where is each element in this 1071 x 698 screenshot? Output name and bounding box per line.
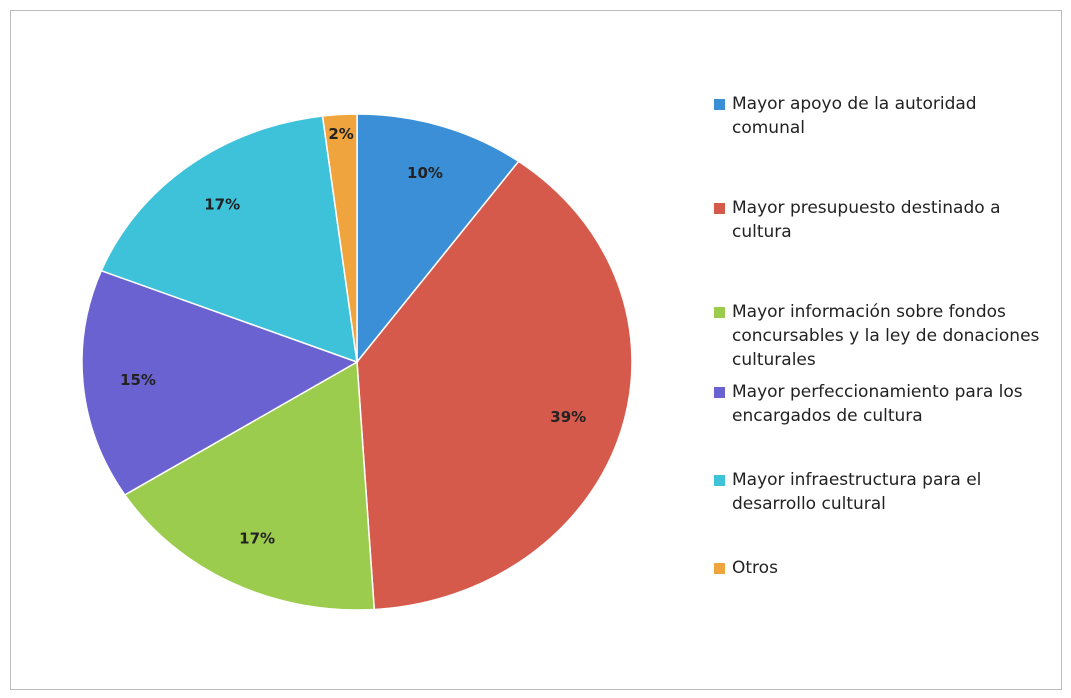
legend-label: Mayor infraestructura para el desarrollo… xyxy=(732,470,982,514)
legend-label: Mayor información sobre fondos concursab… xyxy=(732,302,1040,370)
data-label: 2% xyxy=(328,125,353,143)
legend-item: Mayor perfeccionamiento para los encarga… xyxy=(712,380,1042,428)
legend-swatch xyxy=(714,203,725,214)
pie-slice xyxy=(321,113,358,363)
legend: Mayor apoyo de la autoridad comunal Mayor… xyxy=(712,92,1042,580)
legend-swatch xyxy=(714,387,725,398)
data-label: 17% xyxy=(239,529,275,547)
legend-item: Mayor información sobre fondos concursab… xyxy=(712,300,1042,372)
pie-slice xyxy=(356,160,633,611)
data-label: 15% xyxy=(120,371,156,389)
pie-slice xyxy=(100,115,358,364)
legend-label: Mayor presupuesto destinado a cultura xyxy=(732,198,1001,242)
chart-frame xyxy=(10,10,1062,690)
data-label: 17% xyxy=(204,196,240,214)
legend-label: Otros xyxy=(732,558,778,578)
legend-swatch xyxy=(714,307,725,318)
legend-label: Mayor perfeccionamiento para los encarga… xyxy=(732,382,1023,426)
legend-swatch xyxy=(714,475,725,486)
legend-item: Otros xyxy=(712,556,1042,580)
pie-slice xyxy=(123,360,376,611)
legend-item: Mayor apoyo de la autoridad comunal xyxy=(712,92,1042,140)
legend-item: Mayor presupuesto destinado a cultura xyxy=(712,196,1042,244)
pie-slice xyxy=(81,269,359,496)
data-label: 10% xyxy=(407,164,443,182)
legend-label: Mayor apoyo de la autoridad comunal xyxy=(732,94,977,138)
legend-item: Mayor infraestructura para el desarrollo… xyxy=(712,468,1042,516)
data-label: 39% xyxy=(550,408,586,426)
legend-swatch xyxy=(714,563,725,574)
pie-slice xyxy=(356,113,520,365)
legend-swatch xyxy=(714,99,725,110)
